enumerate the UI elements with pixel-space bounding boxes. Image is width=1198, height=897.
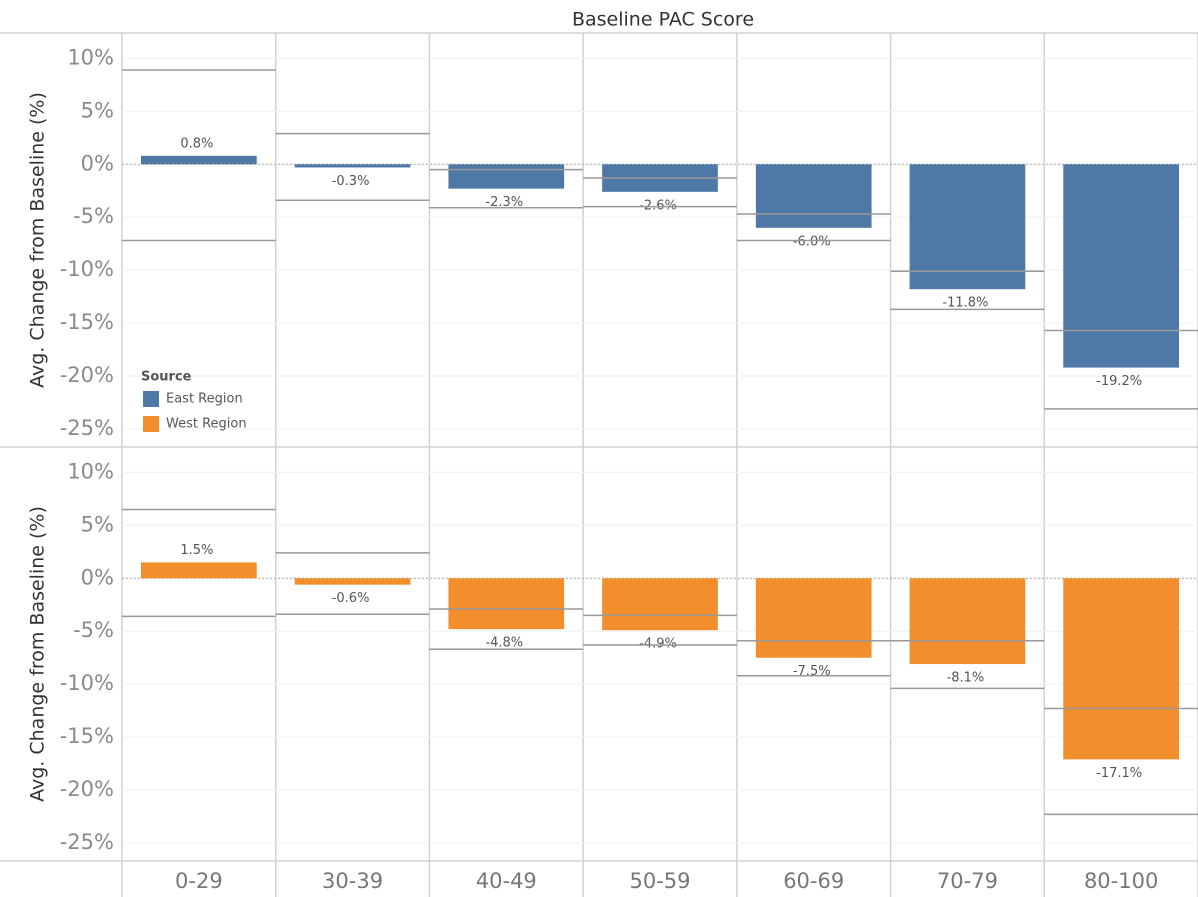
y-tick-label: -10%: [60, 671, 114, 695]
legend-label: East Region: [166, 392, 243, 407]
value-label: -8.1%: [947, 671, 985, 686]
value-label: -4.8%: [485, 636, 523, 651]
y-axis-title: Avg. Change from Baseline (%): [27, 92, 49, 388]
y-tick-label: 10%: [67, 459, 114, 483]
bar: [448, 164, 565, 189]
x-tick-label: 40-49: [476, 869, 537, 893]
y-tick-label: -5%: [73, 204, 114, 228]
value-label: 0.8%: [180, 136, 213, 151]
y-tick-label: 10%: [67, 45, 114, 69]
value-label: -11.8%: [942, 296, 988, 311]
value-label: -17.1%: [1096, 766, 1142, 781]
bar: [1063, 164, 1179, 368]
y-tick-label: -5%: [73, 618, 114, 642]
bar: [294, 578, 411, 585]
bar: [141, 155, 257, 165]
y-tick-label: 0%: [81, 565, 114, 589]
value-label: -4.9%: [639, 637, 677, 652]
y-tick-label: -10%: [60, 257, 114, 281]
y-tick-label: 0%: [81, 151, 114, 175]
x-tick-label: 50-59: [629, 869, 690, 893]
x-tick-label: 60-69: [783, 869, 844, 893]
bar: [602, 578, 718, 631]
value-label: -6.0%: [793, 234, 831, 249]
legend-swatch: [143, 391, 159, 407]
y-tick-label: 5%: [81, 98, 114, 122]
bar: [755, 578, 872, 658]
value-label: -0.3%: [332, 174, 370, 189]
y-tick-label: -25%: [60, 830, 114, 854]
value-label: -19.2%: [1096, 374, 1142, 389]
value-label: 1.5%: [180, 543, 213, 558]
x-tick-label: 80-100: [1084, 869, 1158, 893]
legend-label: West Region: [166, 417, 247, 432]
bar: [1063, 578, 1179, 760]
value-label: -2.6%: [639, 198, 677, 213]
chart-title: Baseline PAC Score: [572, 9, 754, 31]
x-tick-label: 70-79: [937, 869, 998, 893]
bar: [755, 164, 872, 228]
bar: [909, 164, 1026, 290]
value-label: -2.3%: [485, 195, 523, 210]
y-tick-label: -15%: [60, 724, 114, 748]
legend-swatch: [143, 416, 159, 432]
value-label: -7.5%: [793, 664, 831, 679]
legend-title: Source: [141, 370, 192, 385]
value-label: -0.6%: [332, 591, 370, 606]
y-axis-title: Avg. Change from Baseline (%): [27, 506, 49, 802]
y-tick-label: 5%: [81, 512, 114, 536]
bar: [448, 578, 565, 630]
x-tick-label: 30-39: [322, 869, 383, 893]
y-tick-label: -15%: [60, 310, 114, 334]
y-tick-label: -25%: [60, 416, 114, 440]
x-tick-label: 0-29: [175, 869, 223, 893]
y-tick-label: -20%: [60, 363, 114, 387]
bar: [909, 578, 1026, 665]
bar: [141, 562, 257, 579]
bar: [294, 164, 411, 168]
y-tick-label: -20%: [60, 777, 114, 801]
